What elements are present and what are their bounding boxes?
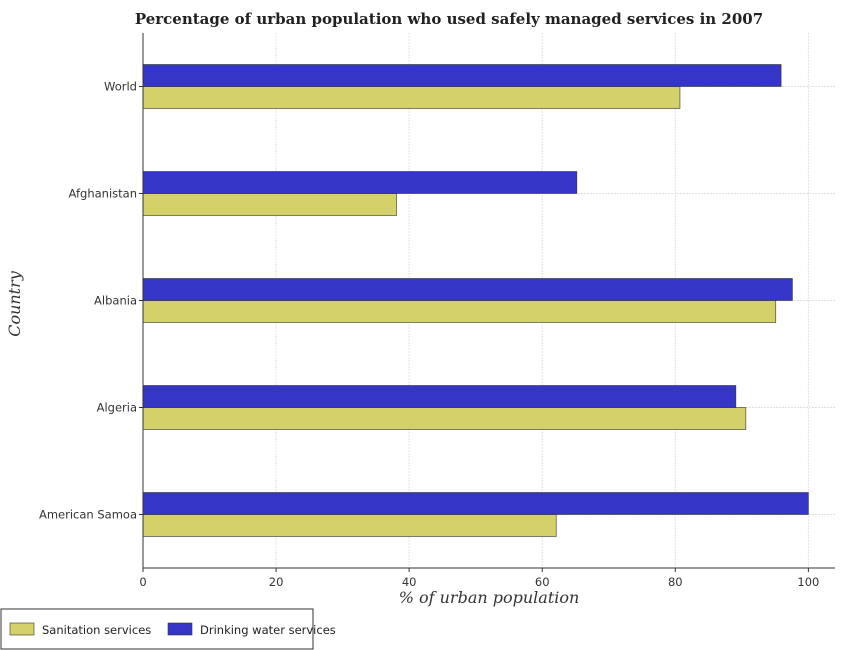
x-tick-label: 100 (797, 575, 819, 589)
chart-title: Percentage of urban population who used … (135, 10, 763, 28)
bar-drinking (142, 171, 578, 194)
y-tick-label: American Samoa (39, 508, 137, 522)
x-tick-label: 60 (535, 575, 550, 589)
y-tick-label: Algeria (97, 401, 137, 415)
bar-sanitation (142, 193, 397, 216)
bar-sanitation (142, 300, 777, 323)
legend-swatch-drinking (167, 622, 193, 636)
y-tick-label: Albania (94, 294, 137, 308)
x-tick-label: 0 (139, 575, 146, 589)
x-tick-label: 80 (668, 575, 683, 589)
bar-drinking (142, 64, 782, 87)
bar-drinking (142, 492, 809, 515)
y-tick-label: World (104, 80, 137, 94)
plot-area: World Afghanistan Albania Algeria American S… (39, 33, 835, 589)
x-axis-label: % of urban population (399, 588, 580, 607)
bar-sanitation (142, 86, 681, 109)
bar-sanitation (142, 407, 747, 430)
legend-label-sanitation: Sanitation services (42, 623, 151, 637)
x-tick-label: 40 (402, 575, 417, 589)
legend: Sanitation services Drinking water servi… (0, 608, 336, 650)
bar-drinking (142, 385, 737, 408)
y-axis-label: Country (5, 270, 24, 337)
legend-swatch-sanitation (9, 622, 35, 636)
bar-sanitation (142, 514, 557, 537)
legend-box (0, 608, 314, 650)
x-tick-label: 20 (269, 575, 284, 589)
legend-label-drinking: Drinking water services (200, 623, 336, 637)
bar-drinking (142, 278, 793, 301)
y-tick-label: Afghanistan (69, 187, 137, 201)
